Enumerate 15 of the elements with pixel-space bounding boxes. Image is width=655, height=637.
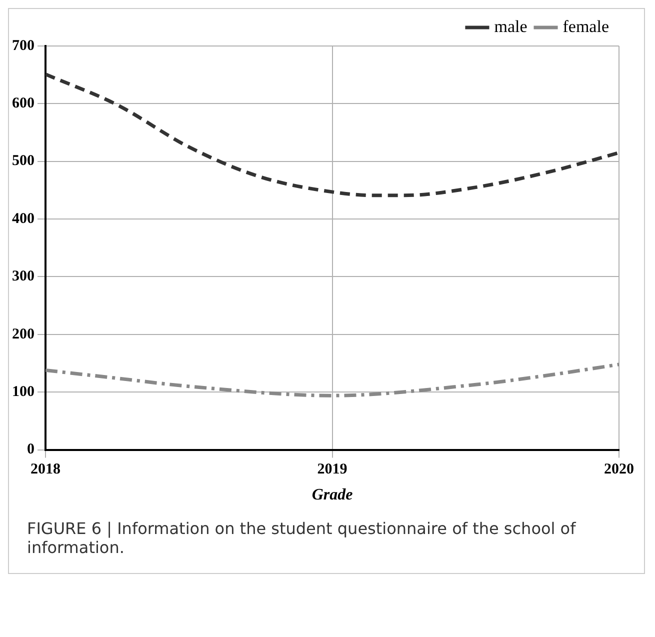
legend-label: female — [562, 16, 610, 36]
y-tick-label: 700 — [12, 38, 34, 54]
y-tick-label: 0 — [27, 442, 34, 458]
x-tick-label: 2018 — [30, 462, 60, 478]
y-tick-label: 400 — [12, 210, 34, 227]
y-tick-label: 600 — [12, 96, 34, 112]
x-tick-label: 2019 — [317, 462, 348, 478]
x-axis-title: Grade — [312, 486, 353, 504]
legend-label: male — [494, 16, 528, 36]
y-tick-label: 500 — [12, 153, 34, 170]
y-tick-label: 300 — [12, 268, 34, 285]
y-tick-label: 200 — [12, 326, 34, 342]
x-tick-label: 2020 — [604, 462, 634, 478]
caption: FIGURE 6 | Information on the student questionnaire of the school of information. — [26, 518, 577, 559]
y-tick-label: 100 — [12, 384, 34, 400]
